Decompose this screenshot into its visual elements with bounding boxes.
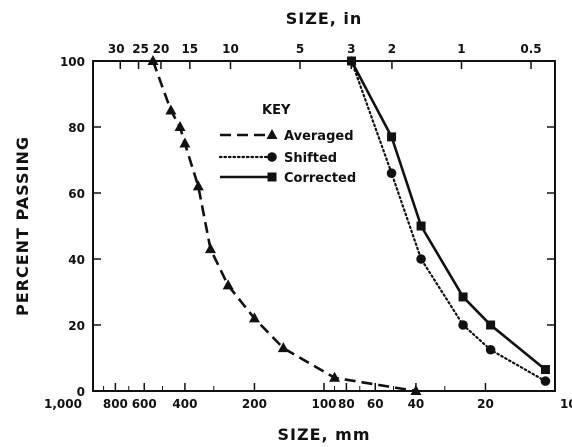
y-axis-title: PERCENT PASSING bbox=[13, 136, 32, 316]
axis-ticks: 1,00080060040020010080604020103025201510… bbox=[44, 42, 572, 411]
bottom-tick-label: 40 bbox=[408, 397, 425, 411]
top-tick-label: 10 bbox=[222, 42, 239, 56]
bottom-tick-label: 1,000 bbox=[44, 397, 82, 411]
bottom-tick-label: 20 bbox=[477, 397, 494, 411]
plot-frame bbox=[92, 60, 556, 392]
top-tick-label: 0.5 bbox=[520, 42, 541, 56]
data-point bbox=[540, 365, 550, 375]
top-tick-label: 1 bbox=[457, 42, 465, 56]
top-tick-label: 5 bbox=[296, 42, 304, 56]
bottom-tick-label: 200 bbox=[242, 397, 267, 411]
series-line-corrected bbox=[350, 60, 547, 371]
data-point bbox=[192, 180, 204, 191]
bottom-tick-label: 400 bbox=[172, 397, 197, 411]
data-point bbox=[222, 279, 234, 290]
legend-title: KEY bbox=[262, 103, 291, 118]
top-tick-label: 3 bbox=[347, 42, 355, 56]
legend-label-averaged: Averaged bbox=[284, 129, 354, 144]
bottom-tick-label: 800 bbox=[103, 397, 128, 411]
data-point bbox=[416, 254, 426, 264]
bottom-tick-label: 100 bbox=[311, 397, 336, 411]
y-tick-label: 40 bbox=[68, 253, 85, 267]
data-point bbox=[486, 320, 496, 330]
legend-label-shifted: Shifted bbox=[284, 151, 337, 166]
top-tick-label: 25 bbox=[132, 42, 149, 56]
data-point bbox=[329, 371, 341, 382]
legend-label-corrected: Corrected bbox=[284, 171, 356, 186]
data-point bbox=[410, 385, 422, 395]
y-tick-label: 60 bbox=[68, 187, 85, 201]
data-point bbox=[347, 56, 357, 66]
data-point bbox=[416, 221, 426, 231]
data-point bbox=[485, 344, 496, 355]
bottom-tick-label: 600 bbox=[132, 397, 157, 411]
bottom-tick-label: 80 bbox=[338, 397, 355, 411]
y-tick-label: 80 bbox=[68, 121, 85, 135]
legend-marker bbox=[267, 152, 277, 162]
series-line-shifted bbox=[350, 59, 547, 383]
data-point bbox=[386, 168, 397, 178]
legend: KEY Averaged Shifted Corrected bbox=[218, 103, 356, 186]
data-point bbox=[277, 342, 289, 353]
series-averaged bbox=[147, 55, 422, 395]
top-axis-title: SIZE, in bbox=[286, 9, 363, 28]
bottom-tick-label: 60 bbox=[367, 397, 384, 411]
y-tick-label: 20 bbox=[68, 319, 85, 333]
legend-marker bbox=[266, 129, 278, 139]
data-point bbox=[147, 55, 159, 65]
top-tick-label: 20 bbox=[153, 42, 170, 56]
series-layer bbox=[147, 55, 551, 395]
series-shifted bbox=[346, 56, 551, 386]
data-point bbox=[387, 132, 397, 142]
data-point bbox=[458, 320, 468, 330]
top-tick-label: 30 bbox=[108, 42, 125, 56]
data-point bbox=[248, 312, 260, 323]
legend-marker bbox=[267, 172, 277, 182]
bottom-axis-title: SIZE, mm bbox=[278, 425, 371, 444]
data-point bbox=[174, 121, 186, 131]
bottom-tick-label: 10 bbox=[560, 397, 572, 411]
series-corrected bbox=[347, 56, 550, 375]
y-tick-label: 100 bbox=[60, 55, 85, 69]
y-tick-label: 0 bbox=[77, 385, 85, 399]
data-point bbox=[540, 376, 551, 386]
data-point bbox=[204, 243, 216, 254]
top-tick-label: 2 bbox=[388, 42, 396, 56]
top-tick-label: 15 bbox=[181, 42, 198, 56]
data-point bbox=[458, 292, 468, 302]
data-point bbox=[179, 137, 191, 148]
data-point bbox=[165, 104, 177, 115]
